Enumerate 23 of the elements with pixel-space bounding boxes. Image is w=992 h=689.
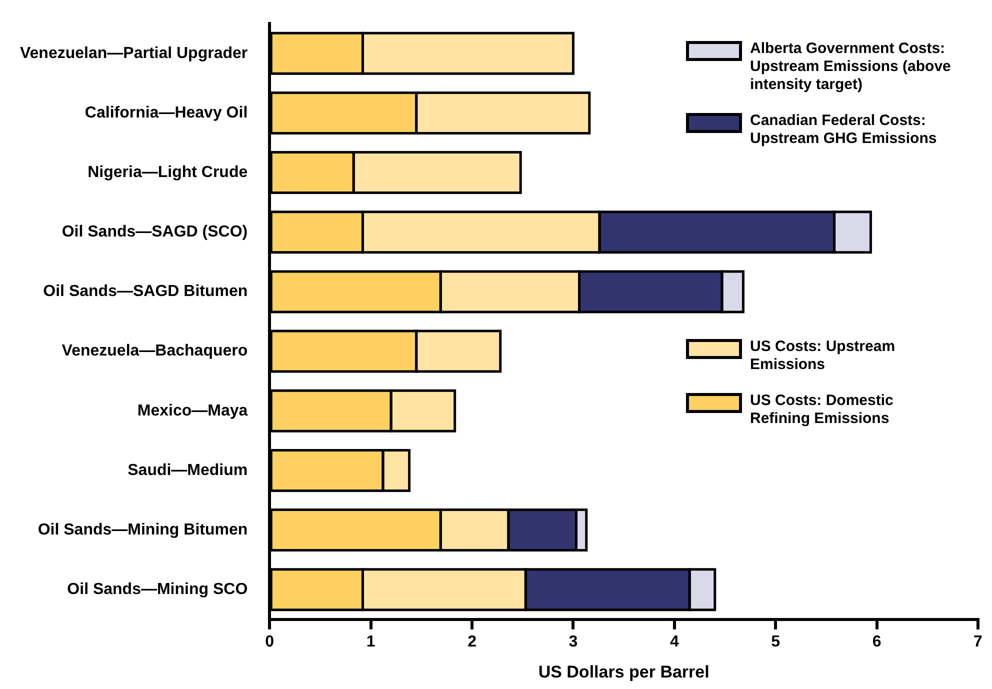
y-tick-label: California—Heavy Oil bbox=[84, 104, 248, 122]
y-tick-label: Oil Sands—Mining Bitumen bbox=[38, 521, 248, 538]
x-tick-label: 4 bbox=[670, 633, 679, 650]
y-tick-label: Mexico—Maya bbox=[137, 402, 248, 420]
y-tick-label: Nigeria—Light Crude bbox=[88, 164, 248, 181]
x-tick-label: 5 bbox=[771, 633, 780, 650]
legend-label: Canadian Federal Costs: Upstream GHG Emissions bbox=[750, 112, 938, 148]
x-axis-title: US Dollars per Barrel bbox=[538, 662, 710, 682]
x-tick-label: 0 bbox=[265, 633, 274, 650]
legend-label: US Costs: Upstream Emissions bbox=[750, 338, 896, 374]
y-tick-label: Saudi—Medium bbox=[128, 462, 248, 479]
x-tick-label: 7 bbox=[974, 633, 983, 650]
x-tick-label: 2 bbox=[468, 633, 477, 650]
x-tick-label: 3 bbox=[568, 633, 578, 650]
legend-label: Alberta Government Costs: Upstream Emissions (above intensity target) bbox=[750, 40, 952, 94]
y-tick-label: Oil Sands—SAGD (SCO) bbox=[62, 224, 248, 241]
x-tick-label: 6 bbox=[872, 633, 882, 650]
y-tick-label: Venezuela—Bachaquero bbox=[62, 342, 248, 360]
y-tick-label: Venezuelan—Partial Upgrader bbox=[20, 44, 248, 62]
legend-label: US Costs: Domestic Refining Emissions bbox=[750, 392, 894, 428]
y-tick-label: Oil Sands—SAGD Bitumen bbox=[43, 283, 248, 300]
y-tick-label: Oil Sands—Mining SCO bbox=[67, 581, 248, 598]
x-tick-label: 1 bbox=[366, 633, 376, 650]
